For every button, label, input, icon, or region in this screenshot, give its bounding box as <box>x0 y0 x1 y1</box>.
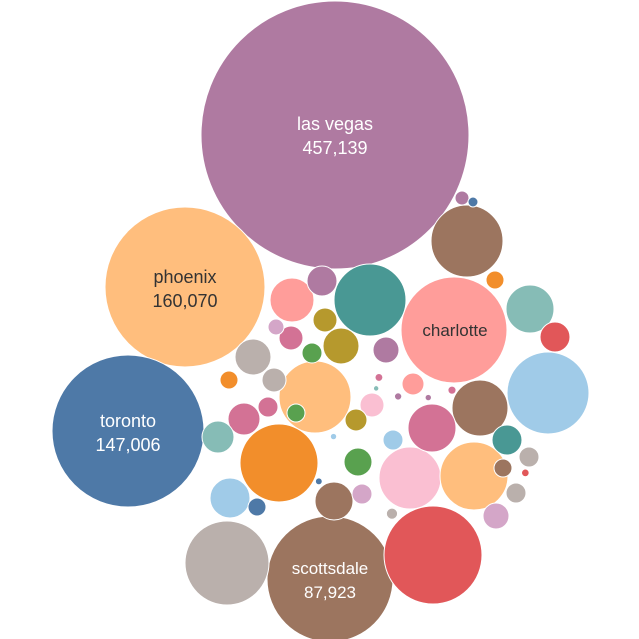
bubble-gray-b[interactable] <box>261 367 287 393</box>
bubble-olive-a[interactable] <box>322 327 360 365</box>
bubble-purple-a[interactable] <box>306 265 338 297</box>
bubble-label-phoenix-value: 160,070 <box>152 291 217 311</box>
bubble-green-b[interactable] <box>301 342 323 364</box>
bubble-green-a[interactable] <box>343 447 373 477</box>
bubble-mini-143[interactable] <box>330 433 337 440</box>
bubble-mini-107[interactable] <box>373 385 379 392</box>
bubble-brown-a[interactable] <box>430 204 504 278</box>
bubble-green-c[interactable] <box>286 403 306 423</box>
label-layer: las vegas 457,139 phoenix 160,070 toront… <box>95 114 487 602</box>
bubble-label-charlotte-name: charlotte <box>422 321 487 340</box>
bubble-mini-167[interactable] <box>521 468 530 477</box>
bubble-mauve-b[interactable] <box>227 402 261 436</box>
bubble-blue-a[interactable] <box>382 429 404 451</box>
bubble-mini-6[interactable] <box>394 392 402 401</box>
bubble-label-toronto-value: 147,006 <box>95 435 160 455</box>
bubble-big-orange[interactable] <box>239 423 319 503</box>
bubble-salmon-a[interactable] <box>269 277 315 323</box>
bubble-layer <box>51 0 590 639</box>
bubble-mauve-c[interactable] <box>278 325 304 351</box>
bubble-label-las-vegas-name: las vegas <box>297 114 373 134</box>
bubble-mini-106[interactable] <box>424 394 432 401</box>
bubble-brown-b[interactable] <box>451 379 509 437</box>
bubble-olive-b[interactable] <box>344 408 368 432</box>
bubble-pink-c[interactable] <box>267 318 285 336</box>
bubble-gray-a[interactable] <box>505 482 527 504</box>
bubble-mauve-d[interactable] <box>257 396 279 418</box>
bubble-big-peach[interactable] <box>278 360 352 434</box>
bubble-mini-52[interactable] <box>386 507 398 520</box>
bubble-big-lightblue[interactable] <box>506 351 590 435</box>
bubble-gray-c[interactable] <box>454 190 470 206</box>
bubble-teal-c[interactable] <box>485 270 505 290</box>
bubble-teal-light-b[interactable] <box>201 420 235 454</box>
bubble-big-gray[interactable] <box>184 520 270 606</box>
bubble-phoenix[interactable] <box>104 206 266 368</box>
bubble-label-toronto-name: toronto <box>100 411 156 431</box>
bubble-blue-c[interactable] <box>518 446 540 468</box>
bubble-pink-a[interactable] <box>359 392 385 418</box>
bubble-blue-light-a[interactable] <box>209 477 251 519</box>
bubble-big-teal[interactable] <box>333 263 407 337</box>
bubble-toronto[interactable] <box>51 354 205 508</box>
bubble-pink-b[interactable] <box>351 483 373 505</box>
bubble-mini-126[interactable] <box>447 385 457 395</box>
bubble-salmon-b[interactable] <box>401 372 425 396</box>
bubble-teal-b[interactable] <box>491 424 523 456</box>
bubble-mini-42[interactable] <box>315 477 323 485</box>
bubble-label-phoenix-name: phoenix <box>153 267 216 287</box>
bubble-tan-b[interactable] <box>482 502 510 530</box>
bubble-big-pink[interactable] <box>378 446 442 510</box>
bubble-label-las-vegas-value: 457,139 <box>302 138 367 158</box>
bubble-big-red[interactable] <box>383 505 483 605</box>
bubble-orange-b[interactable] <box>219 370 239 390</box>
bubble-blue-d[interactable] <box>467 196 479 208</box>
bubble-charlotte[interactable] <box>400 276 508 384</box>
bubble-blue-b[interactable] <box>247 497 267 517</box>
bubble-teal-light-a[interactable] <box>505 284 555 334</box>
bubble-brown-c[interactable] <box>314 481 354 521</box>
bubble-brown-d[interactable] <box>493 458 513 478</box>
bubble-label-scottsdale-value: 87,923 <box>304 583 356 602</box>
bubble-label-scottsdale-name: scottsdale <box>292 559 369 578</box>
bubble-mauve-a[interactable] <box>407 403 457 453</box>
bubble-orange-a[interactable] <box>312 307 338 333</box>
bubble-las-vegas[interactable] <box>200 0 470 270</box>
bubble-red-a[interactable] <box>539 321 571 353</box>
bubble-tan-a[interactable] <box>234 338 272 376</box>
bubble-purple-b[interactable] <box>372 336 400 364</box>
bubble-mini-129[interactable] <box>374 373 383 382</box>
